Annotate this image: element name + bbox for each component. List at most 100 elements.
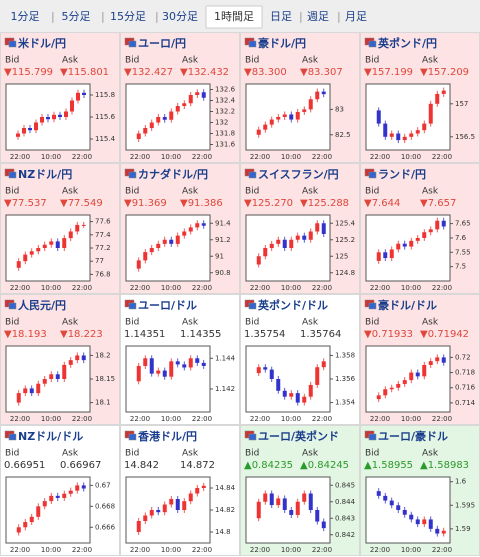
y-tick-label: 0.716 bbox=[455, 384, 476, 392]
candle-body bbox=[321, 361, 326, 368]
bid-label: Bid bbox=[125, 318, 139, 328]
tab[interactable]: 1分足 bbox=[11, 10, 40, 23]
ask-label: Ask bbox=[302, 187, 319, 197]
ask-label: Ask bbox=[182, 56, 199, 66]
pair-title[interactable]: ユーロ/英ポンド bbox=[258, 429, 339, 443]
candle-body bbox=[276, 498, 281, 506]
flag-icon bbox=[368, 433, 377, 441]
ask-label: Ask bbox=[422, 187, 439, 197]
candle-body bbox=[195, 488, 200, 494]
pair-title[interactable]: NZドル/ドル bbox=[18, 430, 83, 443]
candle-body bbox=[428, 519, 433, 529]
y-tick-label: 132.4 bbox=[215, 97, 236, 105]
candle-body bbox=[55, 241, 60, 248]
x-tick-label: 22:00 bbox=[10, 153, 30, 161]
candle-body bbox=[22, 128, 26, 134]
candle-body bbox=[136, 260, 141, 269]
candle-body bbox=[269, 119, 274, 125]
tab[interactable]: 日足 bbox=[270, 10, 292, 23]
y-tick-label: 132.6 bbox=[215, 86, 236, 94]
bid-value: ▼115.799 bbox=[4, 67, 53, 78]
x-tick-label: 22:00 bbox=[432, 546, 452, 554]
flag-icon bbox=[128, 40, 137, 48]
candle-body bbox=[402, 380, 407, 384]
pair-title[interactable]: 英ポンド/ドル bbox=[257, 298, 328, 312]
pair-title[interactable]: 英ポンド/円 bbox=[377, 36, 437, 50]
y-tick-label: 0.72 bbox=[455, 353, 471, 361]
tab-separator: | bbox=[337, 10, 341, 23]
candle-body bbox=[143, 515, 148, 521]
ask-value: ▼18.223 bbox=[60, 329, 103, 340]
candle-body bbox=[143, 358, 148, 366]
tab[interactable]: 月足 bbox=[345, 10, 367, 23]
y-tick-label: 115.6 bbox=[95, 113, 116, 121]
pair-title[interactable]: ランド/円 bbox=[378, 168, 426, 181]
candle-body bbox=[435, 528, 440, 534]
candle-body bbox=[42, 379, 47, 384]
candle-body bbox=[402, 243, 407, 247]
pair-title[interactable]: ユーロ/ドル bbox=[138, 299, 197, 312]
x-tick-label: 10:00 bbox=[281, 284, 301, 292]
candle-body bbox=[302, 109, 307, 112]
tab-separator: | bbox=[51, 10, 55, 23]
candle-body bbox=[201, 92, 206, 98]
candle-body bbox=[29, 516, 34, 523]
ask-value: ▲0.84245 bbox=[300, 460, 349, 471]
pair-title[interactable]: 豪ドル/円 bbox=[258, 36, 306, 50]
pair-title[interactable]: NZドル/円 bbox=[18, 168, 72, 181]
x-tick-label: 22:00 bbox=[370, 415, 390, 423]
bid-value: ▼7.644 bbox=[364, 198, 400, 209]
candle-body bbox=[282, 498, 287, 510]
flag-icon bbox=[368, 171, 377, 179]
candle-body bbox=[23, 522, 28, 528]
candle-body bbox=[282, 239, 287, 248]
candle-body bbox=[52, 114, 56, 120]
candle-body bbox=[263, 493, 268, 502]
y-tick-label: 7.5 bbox=[455, 263, 466, 271]
candle-body bbox=[256, 129, 261, 135]
candle-body bbox=[188, 358, 193, 368]
x-tick-label: 22:00 bbox=[370, 153, 390, 161]
tab[interactable]: 15分足 bbox=[110, 10, 146, 23]
candle-body bbox=[169, 361, 174, 377]
y-tick-label: 0.67 bbox=[95, 481, 111, 489]
y-tick-label: 91.4 bbox=[215, 219, 231, 227]
candle-body bbox=[201, 362, 206, 366]
tab[interactable]: 1時間足 bbox=[214, 10, 254, 23]
candle-body bbox=[62, 364, 67, 379]
bid-value: ▼18.193 bbox=[4, 329, 47, 340]
candle-body bbox=[156, 117, 161, 123]
bid-value: ▼125.270 bbox=[244, 198, 293, 209]
ask-label: Ask bbox=[302, 318, 319, 328]
x-tick-label: 22:00 bbox=[10, 415, 30, 423]
candle-body bbox=[162, 239, 167, 244]
x-tick-label: 22:00 bbox=[432, 284, 452, 292]
pair-title[interactable]: 米ドル/円 bbox=[17, 36, 66, 50]
pair-title[interactable]: カナダドル/円 bbox=[138, 167, 208, 181]
tab[interactable]: 30分足 bbox=[162, 10, 198, 23]
flag-icon bbox=[8, 433, 17, 441]
bid-label: Bid bbox=[365, 56, 379, 66]
candle-body bbox=[55, 495, 60, 498]
pair-title[interactable]: 香港ドル/円 bbox=[137, 429, 197, 443]
tab[interactable]: 週足 bbox=[307, 10, 329, 23]
y-tick-label: 132 bbox=[215, 119, 228, 127]
candle-body bbox=[376, 491, 381, 496]
pair-title[interactable]: ユーロ/円 bbox=[138, 37, 186, 50]
pair-title[interactable]: 豪ドル/ドル bbox=[378, 298, 437, 312]
candle-body bbox=[289, 393, 294, 397]
bid-label: Bid bbox=[245, 318, 259, 328]
pair-title[interactable]: ユーロ/豪ドル bbox=[378, 429, 448, 443]
flag-icon bbox=[128, 171, 137, 179]
candle-body bbox=[321, 223, 326, 234]
tab[interactable]: 5分足 bbox=[62, 10, 91, 23]
candle-body bbox=[422, 123, 427, 131]
pair-title[interactable]: スイスフラン/円 bbox=[258, 168, 339, 181]
ask-value: ▼77.549 bbox=[60, 198, 103, 209]
y-tick-label: 0.718 bbox=[455, 369, 475, 377]
candle-body bbox=[36, 248, 41, 252]
candle-body bbox=[58, 114, 62, 117]
pair-title[interactable]: 人民元/円 bbox=[18, 298, 66, 312]
candle-body bbox=[55, 374, 60, 379]
